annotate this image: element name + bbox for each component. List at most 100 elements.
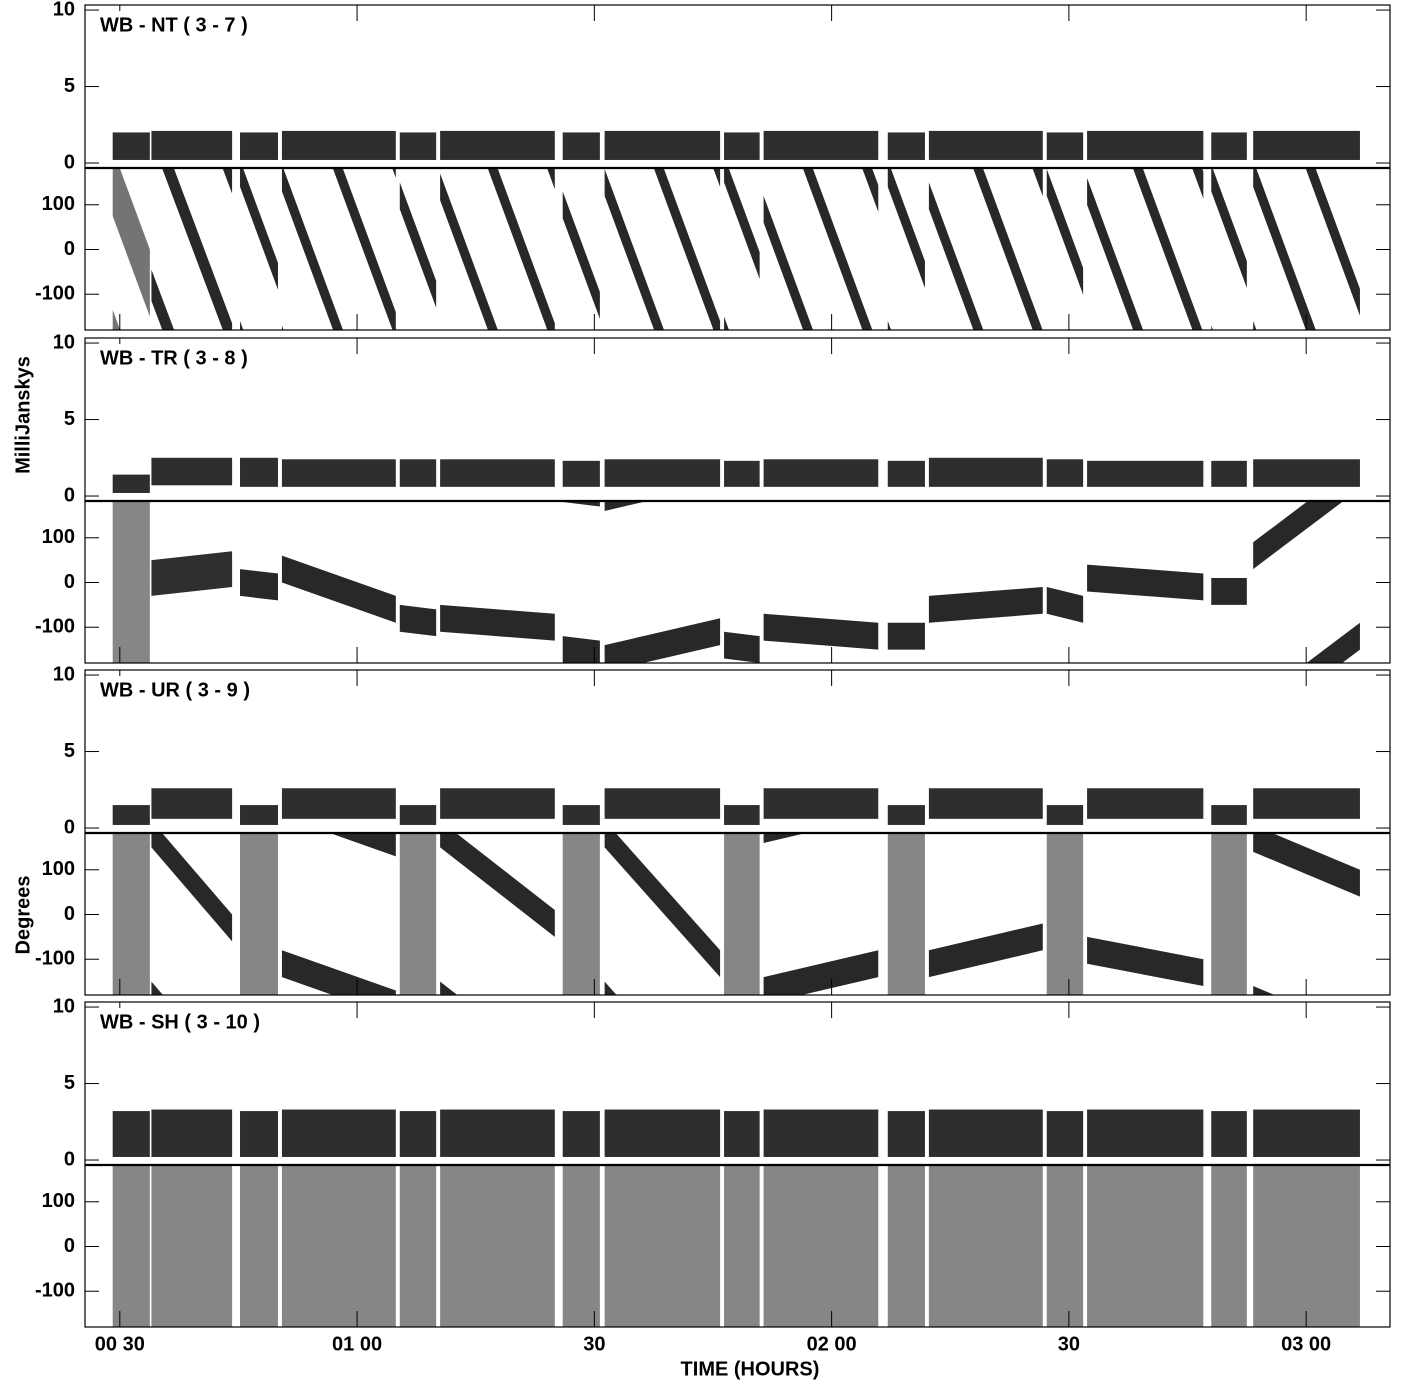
amplitude-band xyxy=(562,132,600,160)
phase-track xyxy=(562,191,600,319)
amp-tick-label: 10 xyxy=(53,663,75,685)
amplitude-band xyxy=(1087,788,1204,819)
phase-scatter xyxy=(1046,834,1084,995)
amplitude-band xyxy=(1211,805,1247,825)
phase-track xyxy=(1253,321,1257,330)
phase-track xyxy=(440,173,498,330)
amplitude-band xyxy=(240,805,278,825)
phase-plot xyxy=(112,502,1360,663)
phase-scatter xyxy=(562,834,600,995)
phase-tick-label: -100 xyxy=(35,1280,75,1302)
phase-track xyxy=(1087,177,1144,330)
phase-track xyxy=(604,981,617,995)
amplitude-band xyxy=(1253,1109,1360,1157)
amp-plot xyxy=(112,788,1360,825)
amplitude-band xyxy=(887,460,925,487)
phase-track xyxy=(281,169,344,330)
phase-track xyxy=(763,613,879,650)
phase-track xyxy=(928,182,984,330)
phase-tick-label: -100 xyxy=(35,616,75,638)
phase-track xyxy=(1253,502,1343,570)
amplitude-band xyxy=(604,788,721,819)
amplitude-band xyxy=(399,805,437,825)
phase-track xyxy=(604,618,721,663)
amplitude-band xyxy=(1087,460,1204,487)
phase-track xyxy=(763,834,802,843)
phase-track xyxy=(604,834,721,978)
amplitude-band xyxy=(928,788,1043,819)
amplitude-band xyxy=(1253,459,1360,487)
phase-tick-label: 0 xyxy=(64,571,75,593)
amplitude-band xyxy=(440,459,555,487)
phase-track xyxy=(151,981,163,995)
phase-scatter xyxy=(1211,1166,1247,1327)
phase-track xyxy=(713,169,721,187)
phase-track xyxy=(240,569,278,601)
amplitude-band xyxy=(724,460,760,487)
phase-track xyxy=(440,604,555,641)
amplitude-band xyxy=(604,1109,721,1157)
phase-plot xyxy=(112,169,1360,330)
phase-track xyxy=(1087,564,1204,601)
phase-track xyxy=(240,169,278,290)
amplitude-band xyxy=(151,788,233,819)
amplitude-band xyxy=(763,459,879,487)
phase-track xyxy=(1305,169,1360,316)
phase-track xyxy=(724,631,760,663)
phase-scatter xyxy=(240,1166,278,1327)
phase-tick-label: -100 xyxy=(35,283,75,305)
phase-scatter xyxy=(887,834,925,995)
phase-track xyxy=(487,169,555,330)
phase-scatter xyxy=(240,834,278,995)
phase-track xyxy=(1211,169,1247,288)
amplitude-band xyxy=(887,1111,925,1157)
panel-label: WB - UR ( 3 - 9 ) xyxy=(100,679,250,701)
amp-tick-label: 5 xyxy=(64,1072,75,1094)
phase-tick-label: 100 xyxy=(42,526,75,548)
amplitude-band xyxy=(1046,1111,1084,1157)
amplitude-band xyxy=(1046,132,1084,160)
phase-scatter xyxy=(112,1166,150,1327)
phase-plot xyxy=(112,1166,1360,1327)
phase-track xyxy=(724,316,729,330)
amplitude-band xyxy=(604,130,721,160)
phase-scatter xyxy=(1253,1166,1360,1327)
amplitude-band xyxy=(112,474,150,493)
label-bg xyxy=(96,1008,286,1038)
amp-tick-label: 10 xyxy=(53,331,75,353)
x-tick-label: 01 00 xyxy=(332,1333,382,1355)
phase-tick-label: 0 xyxy=(64,903,75,925)
amp-tick-label: 0 xyxy=(64,484,75,506)
amplitude-band xyxy=(724,805,760,825)
phase-track xyxy=(399,604,437,637)
amplitude-band xyxy=(281,788,396,819)
phase-track xyxy=(151,269,175,330)
amplitude-band xyxy=(724,132,760,160)
phase-scatter xyxy=(928,1166,1043,1327)
phase-track xyxy=(724,169,760,280)
amp-tick-label: 5 xyxy=(64,740,75,762)
amplitude-band xyxy=(240,132,278,160)
phase-track xyxy=(1306,622,1360,663)
phase-track xyxy=(887,321,892,330)
phase-axis-label: Degrees xyxy=(12,876,34,955)
amplitude-band xyxy=(151,457,233,486)
phase-scatter xyxy=(724,834,760,995)
phase-track xyxy=(604,169,665,330)
phase-tick-label: -100 xyxy=(35,948,75,970)
phase-track xyxy=(162,169,233,330)
phase-track xyxy=(1032,169,1043,197)
amp-plot xyxy=(112,130,1360,160)
amplitude-band xyxy=(604,459,721,487)
phase-track xyxy=(1046,586,1084,623)
phase-scatter xyxy=(440,1166,555,1327)
phase-track xyxy=(887,169,925,288)
amplitude-band xyxy=(763,788,879,819)
x-tick-label: 30 xyxy=(1058,1333,1080,1355)
phase-track xyxy=(1253,169,1316,330)
amplitude-band xyxy=(281,1109,396,1157)
phase-tick-label: 100 xyxy=(42,193,75,215)
amplitude-band xyxy=(763,1109,879,1157)
phase-track xyxy=(281,950,396,995)
amplitude-band xyxy=(112,132,150,160)
